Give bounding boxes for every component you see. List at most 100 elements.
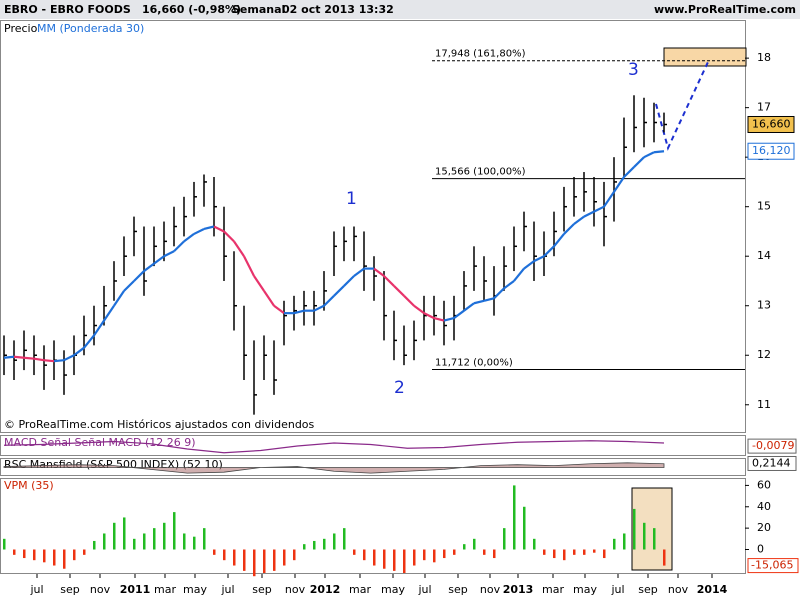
ma-segment [193,227,205,235]
last-box [747,455,797,471]
vpm-bar [103,533,106,550]
vpm-bar [13,549,16,555]
ma-segment [233,240,245,257]
vpm-bar [603,549,606,559]
ma-segment [653,150,665,154]
ma-segment [43,359,55,363]
last-ma: 16,120 [752,144,791,157]
header-bar [0,0,800,19]
vpm-bar [423,549,426,561]
ma-segment [573,215,585,225]
y-tick-label: 18 [757,51,771,64]
ma-segment [403,295,415,307]
vpm-bar [3,538,6,550]
x-tick-label: sep [252,583,271,596]
y-tick-label: 17 [757,101,771,114]
ma-segment [93,319,105,337]
ma-segment [33,357,45,362]
ma-segment [473,299,485,305]
vpm-bar [513,485,516,550]
ma-segment [263,290,275,307]
rsc-area [3,462,665,474]
vpm-bar [583,549,586,555]
legend-price: Precio [4,22,38,35]
x-tick-label: nov [668,583,689,596]
vpm-bar [503,528,506,550]
ma-segment [153,255,165,265]
ma-segment [143,262,155,272]
vpm-bar [193,536,196,550]
ma-segment [53,359,65,363]
vpm-bar [383,549,386,569]
vpm-bar [303,544,306,550]
ma-segment [643,151,655,159]
vpm-bar [173,512,176,550]
vpm-bar [323,538,326,550]
vpm-bar [263,549,266,573]
vpm-bar [343,528,346,550]
vpm-bar [653,528,656,550]
last-ma-box [747,142,795,160]
y-tick-label: 12 [757,348,771,361]
vpm-bar [413,549,416,566]
vpm-bar [443,549,446,559]
x-tick-label: 2012 [310,583,341,596]
vpm-bar [133,538,136,550]
vpm-bar [93,540,96,550]
wave-label: 1 [346,189,357,209]
ma-segment [113,290,125,307]
vpm-bar [393,549,396,571]
y-tick-label: 14 [757,249,771,262]
fibo-label: 15,566 (100,00%) [435,167,526,178]
vpm-bar [53,549,56,566]
vpm-bar [143,533,146,550]
target-box [663,47,747,67]
ma-segment [463,302,475,312]
highlight-box [631,487,673,571]
x-tick-label: mar [154,583,176,596]
x-tick-label: 2014 [697,583,728,596]
fibo-label: 17,948 (161,80%) [435,49,526,60]
vpm-bar [463,544,466,550]
ma-segment [453,309,465,319]
site: www.ProRealTime.com [654,3,796,16]
vpm-bar [333,533,336,550]
ma-segment [623,166,635,178]
ma-segment [83,334,95,349]
vpm-bar [663,549,666,566]
vpm-bar [363,549,366,561]
quote: 16,660 (-0,98%) [142,3,241,16]
ma-segment [313,304,325,312]
vpm-bar [273,549,276,571]
x-tick-label: nov [90,583,111,596]
vpm-bar [623,533,626,550]
ma-segment [413,304,425,315]
vpm-bar [593,549,596,553]
ma-segment [223,230,235,243]
vpm-bar [183,533,186,550]
ma-segment [163,250,175,258]
y-tick-label: 11 [757,398,771,411]
panel-frames [0,20,746,574]
vpm-bar [313,540,316,550]
ma-segment [613,176,625,193]
vpm-bar [543,549,546,555]
ma-segment [13,355,25,359]
ma-segment [273,304,285,315]
vpm-bar [33,549,36,561]
ma-segment [603,191,615,208]
ma-segment [3,355,15,359]
y-tick-label: 20 [757,521,771,534]
ma-segment [523,260,535,270]
vpm-bar [353,549,356,555]
vpm-bar [483,549,486,555]
period: Semanal [232,3,285,16]
ma-segment [253,275,265,292]
vpm-bar [453,549,456,555]
ma-segment [343,275,355,287]
ma-segment [333,285,345,297]
x-tick-label: nov [480,583,501,596]
y-tick-label: 40 [757,500,771,513]
y-tick-label: 0 [757,543,764,556]
vpm-bar [213,549,216,555]
